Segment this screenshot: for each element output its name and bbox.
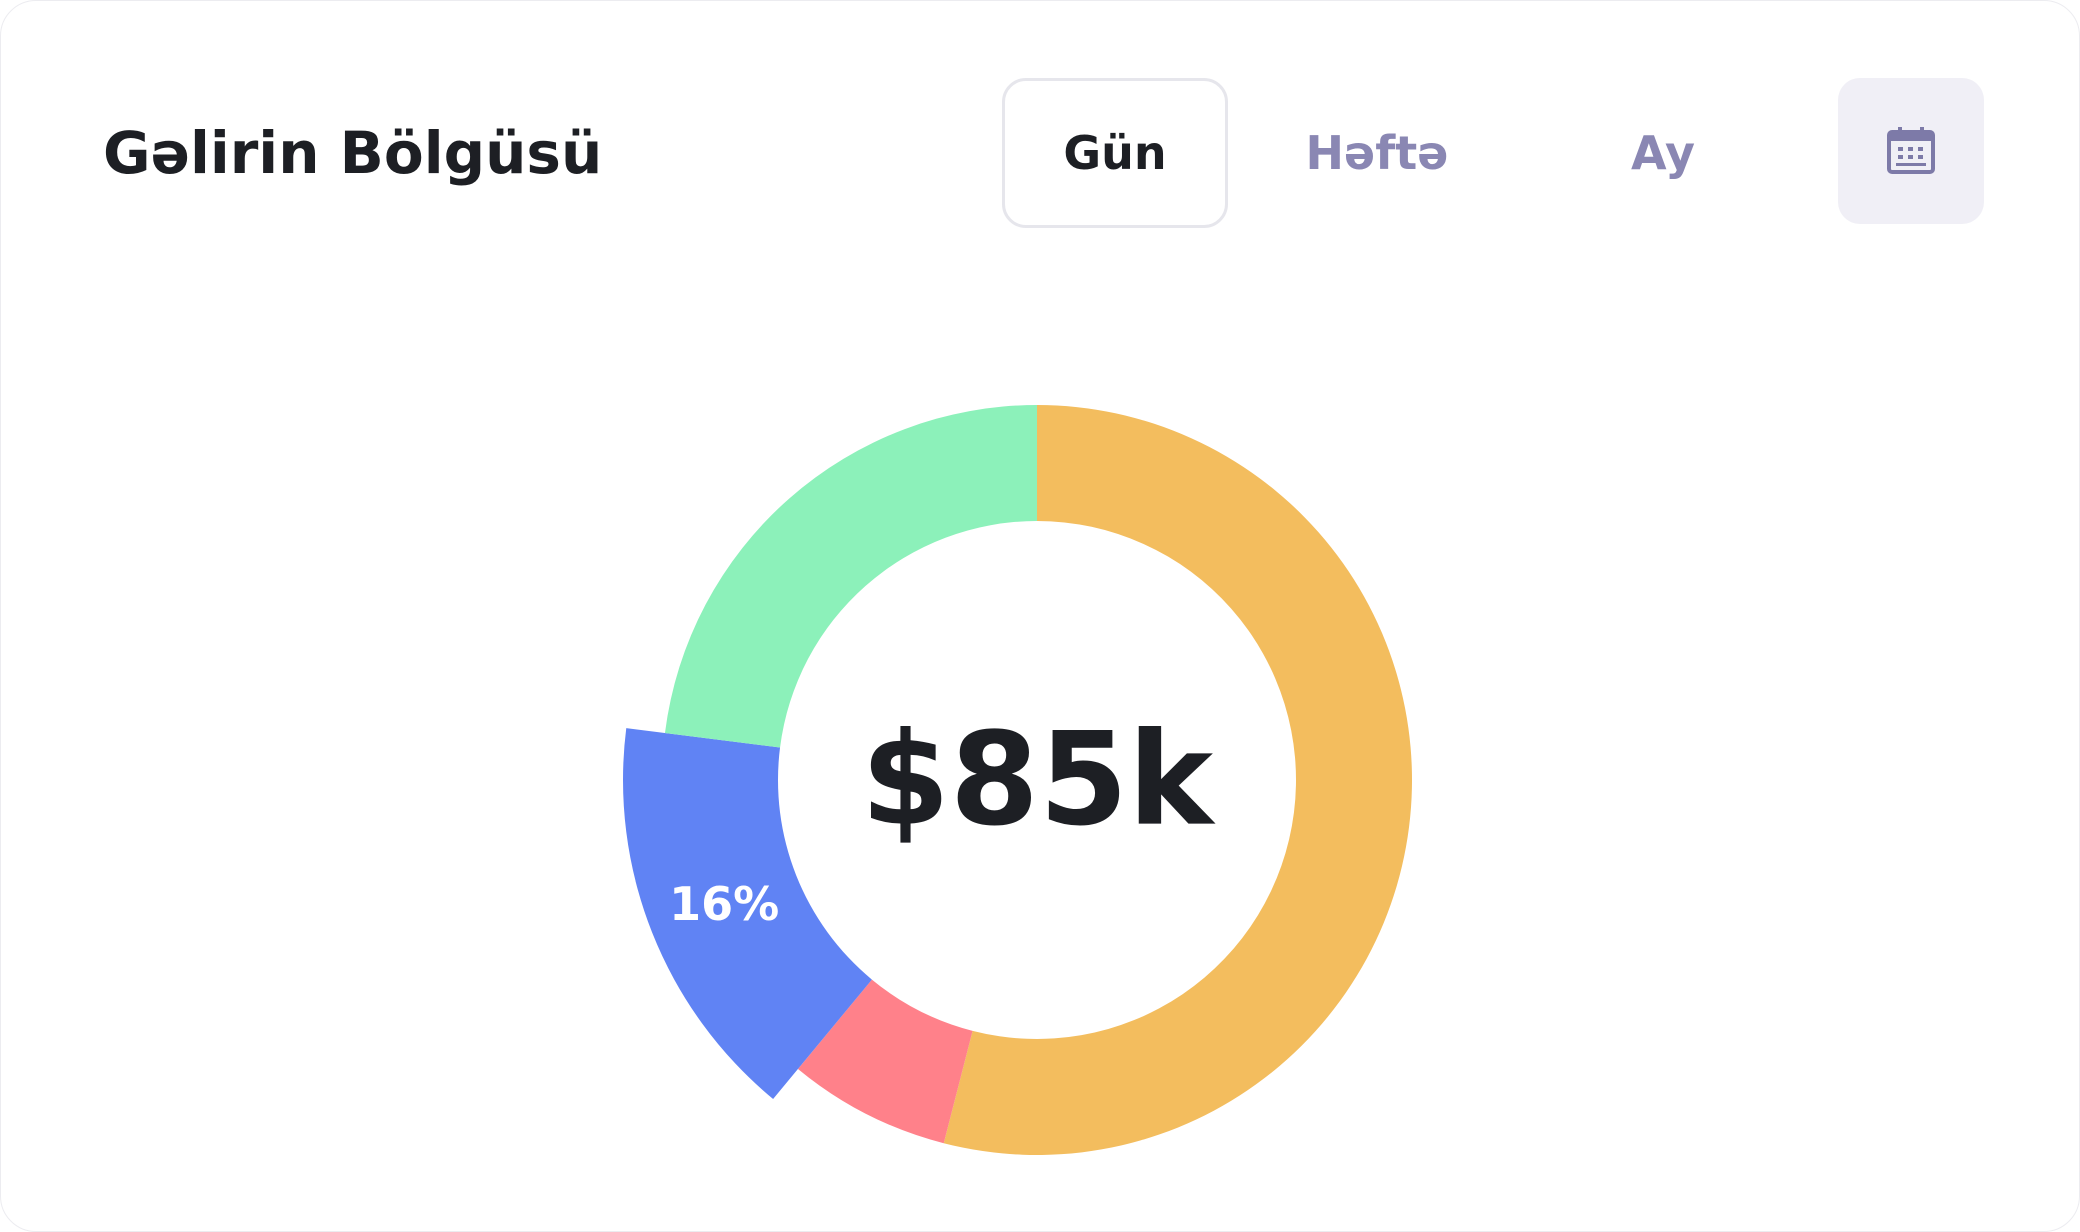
calendar-button[interactable] [1838,78,1984,224]
tab[interactable]: Ay [1631,126,1695,180]
tab[interactable]: Gün [1002,78,1228,228]
pie-slice [943,405,1413,1155]
pie-slice [664,405,1037,748]
tab[interactable]: Həftə [1305,126,1449,180]
slice-label: 16% [669,877,779,931]
calendar-icon [1887,127,1935,174]
pie-slice [623,728,872,1099]
center-label: $85k [861,706,1216,855]
pie-slice [797,979,973,1144]
card-title: Gəlirin Bölgüsü [103,119,603,187]
